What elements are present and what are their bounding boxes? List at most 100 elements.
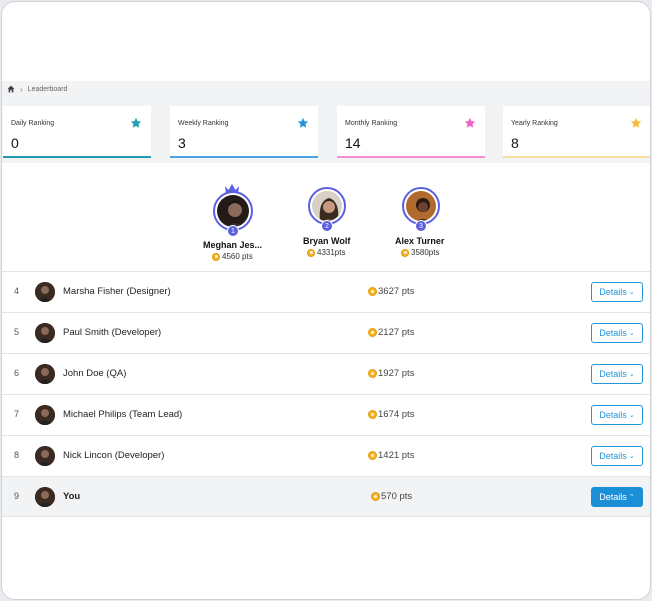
star-icon [630,117,642,129]
avatar [35,282,55,302]
row-rank: 8 [14,450,20,460]
points-value: 1674 pts [378,409,415,420]
rank-badge: 1 [227,225,239,237]
details-label: Details [599,451,627,461]
avatar [308,187,346,225]
podium-name: Meghan Jes... [203,240,263,250]
row-name: Paul Smith (Developer) [63,327,162,338]
stat-label: Yearly Ranking [511,120,558,127]
points-value: 1927 pts [378,368,415,379]
coin-icon [368,287,377,296]
row-points: 1674 pts [368,409,414,420]
coin-icon [368,328,377,337]
table-row: 7 Michael Philips (Team Lead) 1674 pts D… [2,394,650,435]
row-name: You [63,491,81,502]
row-rank: 6 [14,368,20,378]
chevron-right-icon: › [20,84,23,94]
row-rank: 7 [14,409,20,419]
stat-card-daily: Daily Ranking 0 [3,106,151,158]
details-label: Details [599,328,627,338]
table-row: 5 Paul Smith (Developer) 2127 pts Detail… [2,312,650,353]
row-points: 2127 pts [368,327,414,338]
table-row: 4 Marsha Fisher (Designer) 3627 pts Deta… [2,271,650,312]
points-value: 4560 pts [222,252,253,261]
points-value: 1421 pts [378,450,415,461]
avatar [35,364,55,384]
home-icon[interactable] [7,85,15,93]
podium-points: 4560 pts [212,252,253,261]
row-name: John Doe (QA) [63,368,127,379]
star-icon [297,117,309,129]
points-value: 3627 pts [378,286,415,297]
row-name: Marsha Fisher (Designer) [63,286,171,297]
coin-icon [368,410,377,419]
details-label: Details [599,287,627,297]
breadcrumb: › Leaderboard [2,81,650,97]
details-button[interactable]: Details ⌄ [591,405,643,425]
stat-label: Monthly Ranking [345,120,398,127]
details-label: Details [599,410,627,420]
avatar [35,323,55,343]
avatar [35,487,55,507]
podium: 1 Meghan Jes... 4560 pts 2 Bryan Wolf 43… [2,163,650,271]
star-icon [130,117,142,129]
chevron-down-icon: ⌄ [628,453,635,460]
breadcrumb-current: Leaderboard [27,85,68,93]
stat-card-weekly: Weekly Ranking 3 [170,106,318,158]
chevron-up-icon: ⌃ [628,494,635,501]
details-button[interactable]: Details ⌃ [591,487,643,507]
avatar [402,187,440,225]
table-row-current-user: 9 You 570 pts Details ⌃ [2,476,650,517]
stat-card-monthly: Monthly Ranking 14 [337,106,485,158]
row-points: 1421 pts [368,450,414,461]
coin-icon [307,248,315,257]
details-button[interactable]: Details ⌄ [591,323,643,343]
row-points: 570 pts [371,491,412,502]
points-value: 2127 pts [378,327,415,338]
details-button[interactable]: Details ⌄ [591,364,643,384]
stat-card-yearly: Yearly Ranking 8 [503,106,650,158]
rank-badge: 3 [415,220,427,232]
podium-name: Alex Turner [395,236,445,246]
avatar [35,446,55,466]
podium-points: 3580pts [401,248,439,257]
podium-name: Bryan Wolf [303,236,351,246]
stats-band: Daily Ranking 0 Weekly Ranking 3 Monthly… [2,97,650,163]
points-value: 3580pts [411,248,440,257]
chevron-down-icon: ⌄ [628,330,635,337]
podium-points: 4331pts [307,248,345,257]
chevron-down-icon: ⌄ [628,289,635,296]
stat-label: Daily Ranking [11,120,55,127]
stat-value: 0 [11,135,19,151]
ranking-table: 4 Marsha Fisher (Designer) 3627 pts Deta… [2,271,650,517]
stat-value: 14 [345,135,361,151]
stat-value: 8 [511,135,519,151]
table-row: 6 John Doe (QA) 1927 pts Details ⌄ [2,353,650,394]
details-button[interactable]: Details ⌄ [591,282,643,302]
coin-icon [371,492,380,501]
details-button[interactable]: Details ⌄ [591,446,643,466]
row-points: 3627 pts [368,286,414,297]
coin-icon [368,451,377,460]
row-rank: 9 [14,491,20,501]
chevron-down-icon: ⌄ [628,371,635,378]
avatar [213,191,253,231]
row-name: Michael Philips (Team Lead) [63,409,183,420]
coin-icon [212,252,220,261]
table-row: 8 Nick Lincon (Developer) 1421 pts Detai… [2,435,650,476]
stat-label: Weekly Ranking [178,120,229,127]
row-rank: 4 [14,286,20,296]
stat-value: 3 [178,135,186,151]
details-label: Details [599,492,627,502]
row-rank: 5 [14,327,20,337]
coin-icon [368,369,377,378]
chevron-down-icon: ⌄ [628,412,635,419]
avatar [35,405,55,425]
rank-badge: 2 [321,220,333,232]
points-value: 4331pts [317,248,346,257]
details-label: Details [599,369,627,379]
star-icon [464,117,476,129]
coin-icon [401,248,409,257]
row-points: 1927 pts [368,368,414,379]
